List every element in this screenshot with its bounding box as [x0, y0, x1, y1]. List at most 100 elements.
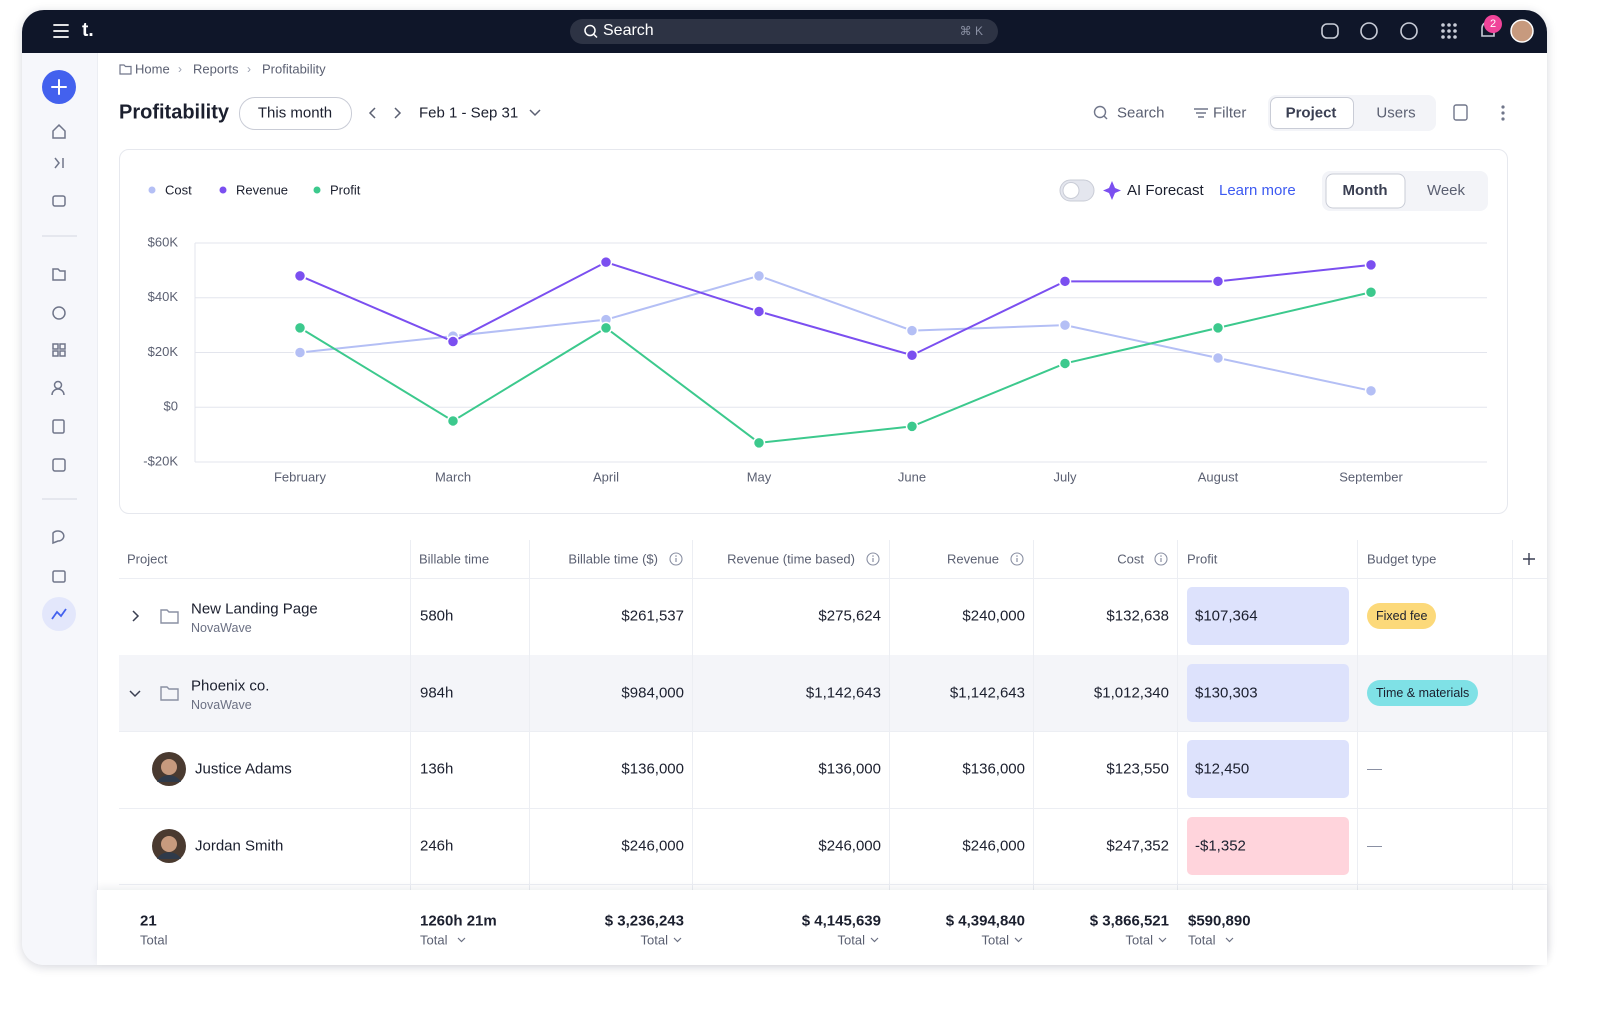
column-header[interactable]: Revenue (time based) [727, 551, 855, 567]
member-name[interactable]: Jordan Smith [195, 837, 284, 855]
cell-billable-amount: $261,537 [621, 607, 684, 625]
column-divider [529, 540, 530, 890]
client-name: NovaWave [191, 621, 252, 636]
total-dropdown[interactable] [1225, 936, 1234, 944]
date-dropdown[interactable] [529, 109, 541, 117]
legend-label[interactable]: Cost [165, 182, 192, 197]
media-icon[interactable] [52, 458, 66, 472]
column-divider [1177, 540, 1178, 890]
more-icons [1453, 104, 1505, 121]
data-point [1364, 286, 1378, 299]
calendar-icon[interactable] [52, 570, 66, 583]
info-icon [866, 552, 880, 566]
total-dropdown[interactable] [673, 936, 682, 944]
prev-button[interactable] [368, 107, 376, 119]
profit-value: -$1,352 [1195, 837, 1246, 855]
tab[interactable]: Project [1285, 104, 1337, 122]
data-point [293, 269, 307, 283]
column-header[interactable]: Cost [1117, 551, 1144, 567]
total-label[interactable]: Total [837, 932, 865, 948]
breadcrumb-item[interactable]: Home [135, 61, 170, 77]
data-point [905, 348, 919, 362]
data-point [1211, 351, 1225, 365]
total-label[interactable]: Total [640, 932, 668, 948]
tab-active[interactable] [1270, 97, 1354, 129]
column-header[interactable]: Billable time ($) [568, 551, 658, 567]
column-header[interactable]: Budget type [1367, 551, 1437, 567]
timer-icon[interactable] [52, 306, 66, 320]
bot-icon[interactable] [1321, 23, 1339, 39]
member-name[interactable]: Justice Adams [195, 760, 292, 778]
trend-icon [51, 608, 67, 620]
total-dropdown[interactable] [1158, 936, 1167, 944]
search-button[interactable]: Search [1117, 104, 1165, 122]
toggle-knob [1062, 182, 1080, 199]
user-avatar[interactable] [1510, 19, 1534, 43]
column-header[interactable]: Billable time [419, 551, 490, 567]
header-divider [119, 578, 1547, 579]
column-header[interactable]: Profit [1187, 551, 1218, 567]
client-name: NovaWave [191, 697, 252, 712]
total-label[interactable]: Total [981, 932, 1009, 948]
search-icon [1093, 105, 1107, 119]
column-header[interactable]: Revenue [946, 551, 999, 567]
filter-button[interactable]: Filter [1213, 104, 1247, 122]
data-point [752, 269, 766, 283]
info-icon [1010, 552, 1024, 566]
menu-icon[interactable] [53, 24, 69, 38]
legend-label[interactable]: Revenue [236, 182, 288, 197]
legend-label[interactable]: Profit [330, 182, 361, 197]
legend-marker [148, 186, 156, 194]
column-header[interactable]: Project [127, 551, 168, 567]
granularity-tab[interactable]: Week [1427, 182, 1466, 199]
total-label[interactable]: Total [420, 932, 448, 948]
add-column-button[interactable] [1522, 552, 1536, 566]
tab[interactable]: Users [1376, 104, 1416, 122]
cell-billable-amount: $984,000 [621, 684, 684, 702]
folder-icon[interactable] [52, 268, 66, 281]
brand-logo[interactable]: t. [82, 20, 94, 41]
breadcrumb-item: Profitability [262, 61, 326, 77]
totals-bar [97, 890, 1547, 965]
learn-more-link[interactable]: Learn more [1219, 182, 1296, 199]
breadcrumb-item[interactable]: Reports [193, 61, 239, 77]
plus-icon [51, 79, 67, 95]
report-icon[interactable] [52, 419, 65, 434]
grid-icon[interactable] [52, 343, 59, 350]
project-name[interactable]: Phoenix co. [191, 677, 270, 695]
granularity-tab[interactable]: Month [1343, 182, 1388, 199]
export-icon[interactable] [1453, 104, 1468, 121]
total-label[interactable]: Total [1125, 932, 1153, 948]
granularity-active[interactable] [1325, 173, 1406, 209]
cell-revenue: $240,000 [962, 607, 1025, 625]
x-tick-label: June [898, 469, 926, 484]
collapse-icon[interactable] [54, 157, 64, 169]
expand-toggle[interactable] [128, 609, 142, 623]
total-label[interactable]: Total [1188, 932, 1216, 948]
y-tick-label: -$20K [143, 453, 178, 468]
member-avatar [152, 752, 186, 787]
total-dropdown[interactable] [457, 936, 466, 944]
ai-forecast-label: AI Forecast [1127, 182, 1205, 199]
sidebar [22, 53, 98, 965]
profit-value: $12,450 [1195, 760, 1250, 778]
total-dropdown[interactable] [1014, 936, 1023, 944]
project-name[interactable]: New Landing Page [191, 600, 318, 618]
kebab-menu[interactable] [1501, 105, 1505, 121]
folder-icon [160, 686, 179, 701]
home-icon[interactable] [52, 123, 66, 139]
total-value: 21 [140, 912, 157, 930]
date-range[interactable]: Feb 1 - Sep 31 [419, 104, 519, 122]
feedback-icon[interactable] [52, 530, 65, 545]
period-button[interactable] [239, 97, 352, 130]
expand-toggle[interactable] [128, 686, 142, 700]
help-icon[interactable] [1360, 22, 1378, 40]
total-dropdown[interactable] [870, 936, 879, 944]
cell-revenue-time-based: $1,142,643 [805, 684, 881, 702]
search-placeholder[interactable]: Search [603, 22, 654, 39]
apps-icon[interactable] [1441, 23, 1457, 39]
next-button[interactable] [394, 107, 402, 119]
search-box[interactable] [570, 19, 998, 44]
inbox-icon[interactable] [52, 195, 66, 207]
chat-icon[interactable] [1400, 22, 1418, 40]
